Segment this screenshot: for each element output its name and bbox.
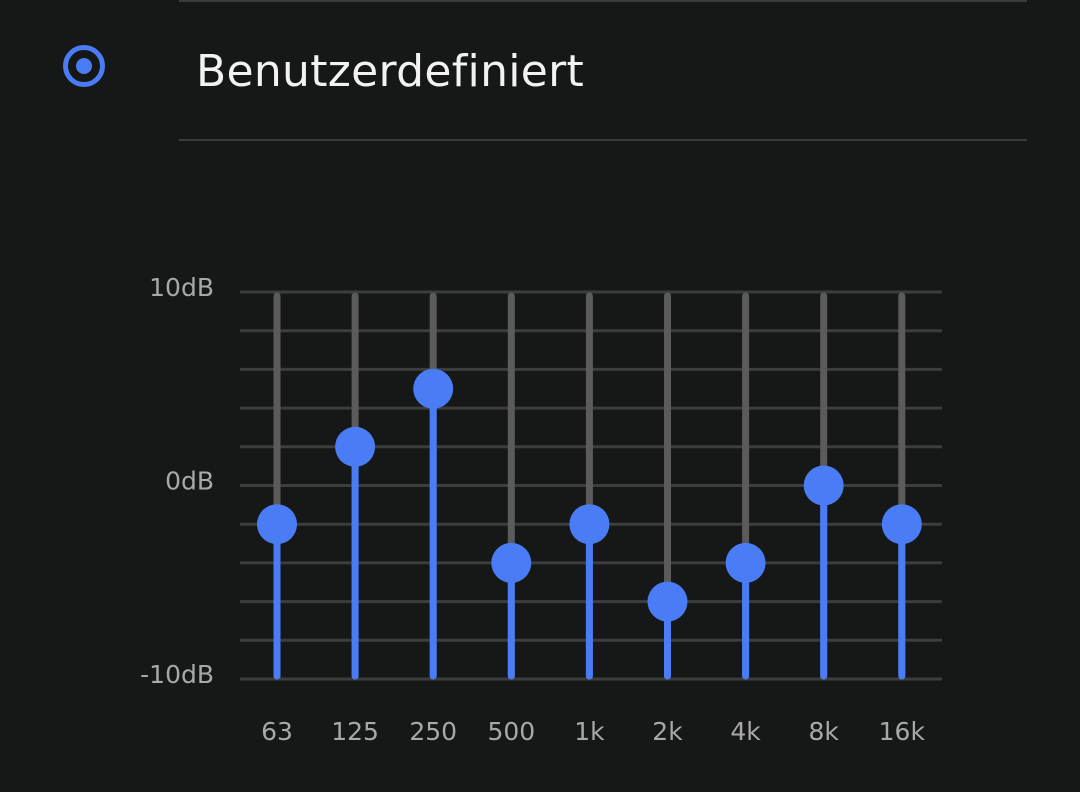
band-label: 1k — [574, 717, 605, 746]
y-tick-label: 10dB — [149, 273, 214, 302]
preset-divider — [179, 139, 1027, 141]
slider-knob-250[interactable] — [413, 368, 454, 409]
band-label: 63 — [261, 717, 293, 746]
slider-knob-500[interactable] — [491, 542, 532, 583]
band-label: 250 — [409, 717, 457, 746]
slider-knob-63[interactable] — [257, 504, 297, 545]
y-tick-label: 0dB — [165, 467, 214, 496]
slider-knob-16k[interactable] — [881, 504, 922, 545]
radio-selected-dot — [76, 58, 92, 74]
preset-label[interactable]: Benutzerdefiniert — [196, 46, 585, 97]
slider-knob-4k[interactable] — [725, 542, 766, 583]
band-label: 500 — [487, 717, 535, 746]
y-tick-label: -10dB — [140, 660, 214, 689]
slider-knob-1k[interactable] — [569, 504, 610, 545]
band-label: 125 — [331, 717, 379, 746]
slider-knob-125[interactable] — [335, 426, 376, 467]
band-label: 16k — [879, 717, 926, 746]
band-label: 4k — [730, 717, 761, 746]
slider-knob-2k[interactable] — [647, 581, 688, 622]
band-label: 8k — [809, 717, 840, 746]
slider-knob-8k[interactable] — [803, 465, 844, 506]
band-label: 2k — [652, 717, 683, 746]
top-divider — [179, 0, 1027, 2]
preset-radio-button[interactable] — [63, 45, 105, 87]
